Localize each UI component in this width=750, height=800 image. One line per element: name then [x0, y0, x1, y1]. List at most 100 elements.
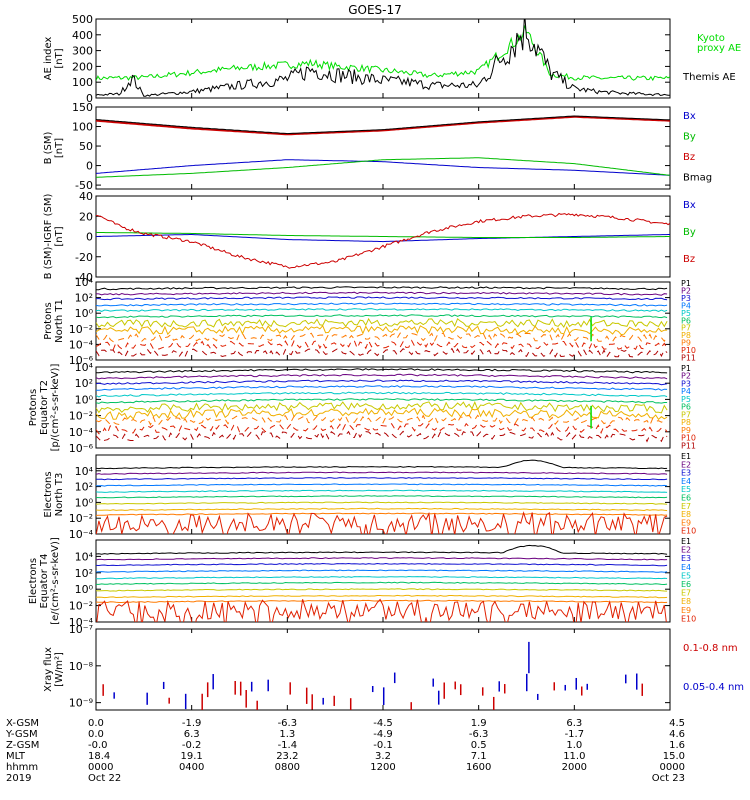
legend-entry-e2: E2 — [681, 546, 691, 555]
ephemeris-value: 6.3 — [566, 718, 582, 729]
legend-entry-p6: P6 — [681, 403, 691, 412]
legend-entry-e3: E3 — [681, 554, 691, 563]
legend-entry-p11: P11 — [681, 441, 696, 450]
y-tick-label: 200 — [72, 60, 93, 73]
y-axis-label: Equator T4 — [39, 554, 50, 609]
y-tick-label: 0 — [86, 160, 93, 173]
ephemeris-value: 4.5 — [669, 718, 685, 729]
legend-entry-e6: E6 — [681, 580, 691, 589]
legend-entry: By — [683, 132, 696, 143]
legend-entry: 0.05-0.4 nm — [683, 682, 744, 693]
channel-p1 — [96, 286, 668, 291]
channel-p10 — [96, 339, 668, 351]
y-tick-label: 0 — [86, 92, 93, 105]
channel-e5 — [96, 489, 668, 493]
ephemeris-value: Oct 22 — [88, 773, 121, 784]
legend-entry-e1: E1 — [681, 452, 691, 461]
legend-entry-p9: P9 — [681, 426, 691, 435]
channel-e10 — [96, 511, 668, 534]
y-axis-label: [p/(cm²-s-sr-keV)] — [50, 364, 61, 452]
y-tick-label: 10⁻⁴ — [69, 338, 94, 351]
legend-entry-e8: E8 — [681, 510, 691, 519]
legend-entry-p1: P1 — [681, 364, 691, 373]
ephemeris-value: 1.6 — [669, 740, 685, 751]
legend-entry-p2: P2 — [681, 286, 691, 295]
y-axis-label: Xray flux — [43, 647, 54, 692]
y-tick-label: -40 — [75, 271, 93, 284]
series-by — [96, 157, 670, 178]
channel-e3 — [96, 477, 668, 481]
y-tick-label: 10⁻² — [69, 323, 93, 336]
y-tick-label: 10⁻⁹ — [69, 697, 93, 710]
ephemeris-row-label: hhmm — [6, 762, 38, 773]
panel-frame — [95, 18, 671, 99]
legend-entry-e4: E4 — [681, 563, 691, 572]
y-tick-label: 10⁻² — [69, 512, 93, 525]
panel-frame — [95, 106, 671, 190]
legend-entry: Kyoto — [697, 33, 725, 44]
ephemeris-value: -1.4 — [278, 740, 298, 751]
y-tick-label: 10² — [75, 481, 93, 494]
ephemeris-value: -0.2 — [182, 740, 202, 751]
ephemeris-value: -0.0 — [88, 740, 108, 751]
channel-p11 — [96, 430, 668, 443]
channel-p1 — [96, 368, 668, 374]
ephemeris-row-label: MLT — [6, 751, 26, 762]
legend-entry-p4: P4 — [681, 387, 691, 396]
y-axis-label: Equator T2 — [39, 380, 50, 435]
y-tick-label: 400 — [72, 29, 93, 42]
y-tick-label: 40 — [79, 190, 93, 203]
series-themis-ae — [96, 19, 670, 97]
channel-e4 — [96, 569, 668, 573]
ephemeris-row-label: Z-GSM — [6, 740, 39, 751]
ephemeris-row-label: X-GSM — [6, 718, 39, 729]
channel-e6 — [96, 495, 668, 499]
ephemeris-value: 3.2 — [375, 751, 391, 762]
channel-e9 — [96, 512, 668, 516]
ephemeris-value: -4.5 — [373, 718, 393, 729]
channel-e8 — [96, 507, 668, 512]
y-axis-label: North T1 — [54, 299, 65, 343]
channel-p4 — [96, 302, 668, 307]
plot-area — [96, 212, 670, 269]
y-tick-label: 10⁰ — [75, 583, 94, 596]
y-axis-label: [nT] — [54, 48, 65, 68]
plot-area — [102, 641, 644, 710]
channel-e2 — [96, 557, 668, 561]
channel-p5 — [96, 308, 668, 313]
channel-e5 — [96, 575, 668, 580]
legend-entry-p11: P11 — [681, 354, 696, 363]
y-tick-label: 10⁻⁴ — [69, 528, 94, 541]
legend-entry-p10: P10 — [681, 434, 696, 443]
y-tick-label: 10⁻⁴ — [69, 426, 94, 439]
y-tick-label: 20 — [79, 210, 93, 223]
ephemeris-value: 0400 — [179, 762, 204, 773]
legend-entry-e5: E5 — [681, 571, 691, 580]
channel-p2 — [96, 291, 668, 296]
legend-entry: 0.1-0.8 nm — [683, 643, 738, 654]
y-tick-label: 100 — [72, 76, 93, 89]
legend-entry-p7: P7 — [681, 324, 691, 333]
ephemeris-value: 1.9 — [471, 718, 487, 729]
y-tick-label: 10⁻⁸ — [69, 660, 94, 673]
channel-e2 — [96, 471, 668, 475]
y-axis-label: Protons — [43, 302, 54, 339]
y-tick-label: -50 — [75, 179, 93, 192]
ephemeris-value: 0.0 — [88, 718, 104, 729]
channel-e9 — [96, 599, 668, 604]
y-tick-label: 10⁻⁶ — [69, 442, 94, 455]
channel-p7 — [96, 317, 668, 329]
ephemeris-value: Oct 23 — [652, 773, 685, 784]
ephemeris-value: 1600 — [466, 762, 491, 773]
y-tick-label: -20 — [75, 251, 93, 264]
channel-p5 — [96, 391, 668, 398]
panel-pe: 10⁴ 10² 10⁰ 10⁻² 10⁻⁴ 10⁻⁶ Protons Equator T2 [p… — [28, 361, 696, 455]
y-tick-label: 10⁻⁴ — [69, 616, 94, 629]
ephemeris-value: 15.0 — [663, 751, 685, 762]
ephemeris-value: -6.3 — [278, 718, 298, 729]
ephemeris-value: 11.0 — [563, 751, 585, 762]
channel-p10 — [96, 422, 668, 435]
y-tick-label: 10⁴ — [75, 361, 94, 374]
y-tick-label: 10⁻² — [69, 600, 93, 613]
